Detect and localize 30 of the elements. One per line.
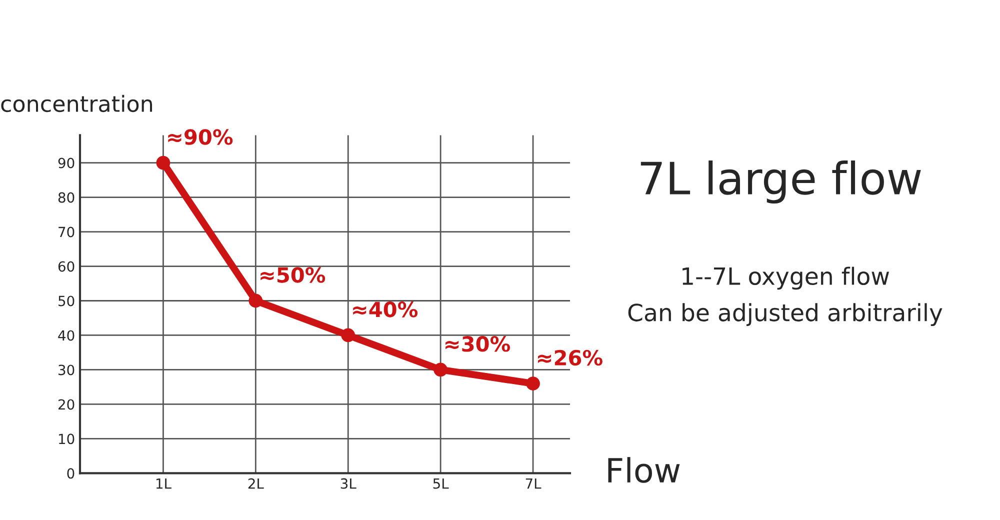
data-label: ≈26% bbox=[538, 350, 602, 366]
x-tick-label: 1L bbox=[156, 478, 172, 489]
data-label: ≈90% bbox=[168, 129, 233, 145]
y-tick-label: 70 bbox=[58, 226, 74, 238]
text: Can be adjusted arbitrarily bbox=[628, 303, 942, 326]
y-tick-label: 30 bbox=[58, 364, 74, 376]
y-tick-label: 10 bbox=[58, 434, 74, 444]
text: 1--7L oxygen flow bbox=[682, 266, 890, 290]
point bbox=[526, 376, 540, 390]
y-tick-label: 0 bbox=[67, 468, 74, 479]
y-tick-label: 40 bbox=[58, 330, 74, 341]
data-label: ≈40% bbox=[353, 302, 418, 318]
y-tick-label: 60 bbox=[58, 261, 74, 272]
x-tick-label: 5L bbox=[433, 478, 449, 489]
x-tick-label: 7L bbox=[526, 478, 542, 489]
y-tick-label: 90 bbox=[58, 158, 74, 168]
y-tick-label: 50 bbox=[58, 296, 74, 306]
point bbox=[248, 294, 263, 308]
y-axis-title: concentration bbox=[1, 94, 152, 112]
text: 7L large flow bbox=[640, 160, 921, 204]
y-tick-label: 20 bbox=[58, 399, 74, 410]
x-axis-title: Flow bbox=[608, 457, 680, 483]
x-tick-label: 3L bbox=[340, 478, 356, 489]
point bbox=[156, 156, 170, 170]
x-tick-label: 2L bbox=[248, 478, 264, 489]
point bbox=[341, 328, 356, 342]
y-tick-label: 80 bbox=[58, 192, 74, 203]
data-label: ≈50% bbox=[260, 267, 326, 283]
point bbox=[434, 362, 448, 377]
data-label: ≈30% bbox=[446, 336, 510, 352]
